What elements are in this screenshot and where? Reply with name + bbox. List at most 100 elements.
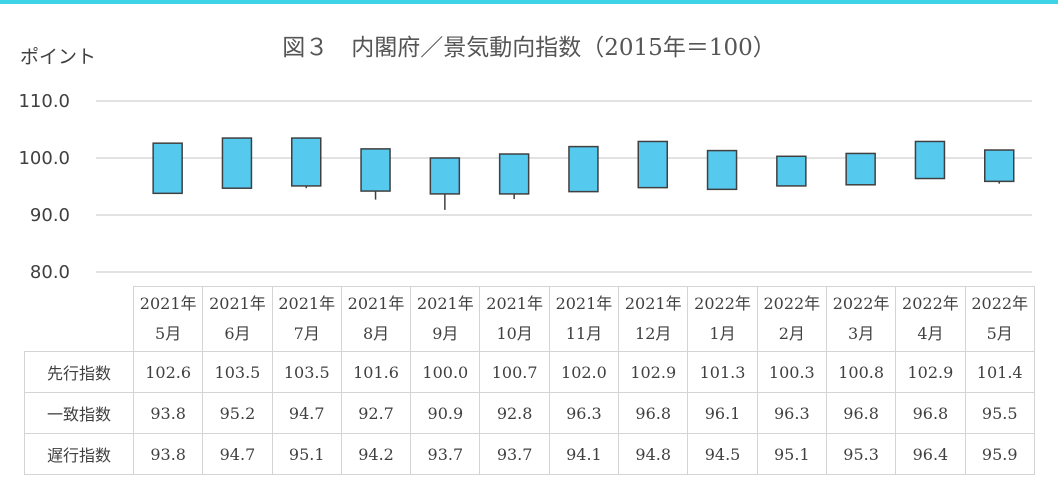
data-value: 103.5 — [271, 351, 342, 393]
series-label: 一致指数 — [24, 392, 134, 434]
candle-body — [291, 137, 322, 187]
candle-body — [429, 157, 461, 195]
table-row: 遅行指数 93.8 94.7 95.1 94.2 93.7 93.7 94.1 94.8 94.5… — [24, 433, 1035, 475]
data-value: 94.7 — [202, 433, 273, 475]
data-value: 93.8 — [132, 433, 204, 475]
category-year: 2022年 — [763, 294, 821, 313]
category-month: 7月 — [293, 324, 320, 343]
data-value: 90.9 — [410, 392, 481, 434]
category-month: 11月 — [565, 324, 603, 343]
data-value: 94.1 — [548, 433, 620, 475]
data-value: 95.3 — [825, 433, 897, 475]
y-tick-label: 80.0 — [30, 262, 70, 283]
candle-body — [984, 149, 1015, 183]
category-header: 2021年 7月 — [271, 286, 342, 352]
data-value: 93.7 — [479, 433, 550, 475]
category-month: 2月 — [778, 324, 805, 343]
candle-body — [706, 149, 738, 191]
category-header: 2022年 2月 — [756, 286, 827, 352]
category-year: 2022年 — [694, 294, 751, 313]
data-value: 95.2 — [202, 392, 273, 434]
category-year: 2021年 — [486, 294, 543, 313]
data-value: 93.7 — [410, 433, 481, 475]
category-year: 2021年 — [278, 294, 336, 313]
data-value: 96.8 — [895, 392, 966, 434]
category-month: 1月 — [709, 324, 736, 343]
candle-body — [845, 152, 876, 186]
table-corner — [24, 286, 134, 352]
data-value: 102.9 — [895, 351, 966, 393]
data-value: 96.8 — [618, 392, 689, 434]
category-month: 5月 — [155, 324, 182, 343]
candle-body — [568, 145, 599, 193]
category-header: 2021年 11月 — [548, 286, 620, 352]
category-header: 2021年 5月 — [132, 286, 204, 352]
candle-body — [637, 140, 668, 189]
data-value: 101.3 — [687, 351, 758, 393]
candle-body — [914, 140, 946, 180]
data-value: 94.7 — [271, 392, 342, 434]
category-header: 2021年 12月 — [618, 286, 689, 352]
candlestick-chart: 80.0 90.0 100.0 110.0 — [18, 91, 1032, 283]
table-row: 先行指数 102.6 103.5 103.5 101.6 100.0 100.7 102.0 1… — [24, 351, 1035, 393]
data-value: 100.8 — [825, 351, 897, 393]
data-value: 95.5 — [964, 392, 1035, 434]
category-header: 2021年 8月 — [340, 286, 412, 352]
category-header: 2022年 5月 — [964, 286, 1035, 352]
y-tick-label: 90.0 — [30, 205, 70, 226]
data-value: 100.7 — [479, 351, 550, 393]
data-value: 95.1 — [271, 433, 342, 475]
data-value: 102.0 — [548, 351, 620, 393]
category-year: 2022年 — [832, 294, 890, 313]
category-month: 4月 — [917, 324, 944, 343]
chart-title: 図３ 内閣府／景気動向指数（2015年＝100） — [282, 35, 776, 61]
category-month: 5月 — [986, 324, 1013, 343]
category-month: 9月 — [432, 324, 459, 343]
category-month: 6月 — [224, 324, 251, 343]
data-value: 102.9 — [618, 351, 689, 393]
series-label: 先行指数 — [24, 351, 134, 393]
data-value: 96.3 — [548, 392, 620, 434]
y-tick-label: 110.0 — [18, 91, 70, 112]
candle-body — [221, 137, 253, 189]
data-value: 95.1 — [756, 433, 827, 475]
category-year: 2022年 — [971, 294, 1029, 313]
data-value: 92.8 — [479, 392, 550, 434]
data-value: 93.8 — [132, 392, 204, 434]
data-value: 101.4 — [964, 351, 1035, 393]
data-value: 100.3 — [756, 351, 827, 393]
category-header: 2022年 1月 — [687, 286, 758, 352]
category-year: 2021年 — [624, 294, 682, 313]
category-year: 2021年 — [555, 294, 613, 313]
data-value: 96.1 — [687, 392, 758, 434]
category-header: 2022年 3月 — [825, 286, 897, 352]
category-year: 2021年 — [347, 294, 405, 313]
data-value: 92.7 — [340, 392, 412, 434]
y-axis-unit-label: ポイント — [20, 46, 97, 68]
category-month: 12月 — [635, 324, 672, 343]
category-month: 8月 — [362, 324, 390, 343]
y-tick-label: 100.0 — [18, 148, 70, 169]
category-header: 2021年 10月 — [479, 286, 550, 352]
data-value: 94.5 — [687, 433, 758, 475]
data-value: 102.6 — [132, 351, 204, 393]
category-year: 2022年 — [902, 294, 959, 313]
category-header: 2022年 4月 — [895, 286, 966, 352]
category-month: 3月 — [848, 324, 875, 343]
series-label: 遅行指数 — [24, 433, 134, 475]
category-year: 2021年 — [209, 294, 266, 313]
category-header: 2021年 6月 — [202, 286, 273, 352]
data-value: 103.5 — [202, 351, 273, 393]
data-value: 94.8 — [618, 433, 689, 475]
data-value: 101.6 — [340, 351, 412, 393]
category-year: 2021年 — [139, 294, 197, 313]
table-row: 一致指数 93.8 95.2 94.7 92.7 90.9 92.8 96.3 96.8 96.1… — [24, 392, 1035, 434]
data-value: 94.2 — [340, 433, 412, 475]
data-value: 96.8 — [825, 392, 897, 434]
data-value: 96.3 — [756, 392, 827, 434]
data-value: 100.0 — [410, 351, 481, 393]
data-table: 2021年 5月 2021年 6月 2021年 7月 2021年 8月 2021年 9月 2021年… — [24, 286, 1035, 475]
category-header: 2021年 9月 — [410, 286, 481, 352]
data-value: 95.9 — [964, 433, 1035, 475]
candle-body — [152, 142, 183, 195]
